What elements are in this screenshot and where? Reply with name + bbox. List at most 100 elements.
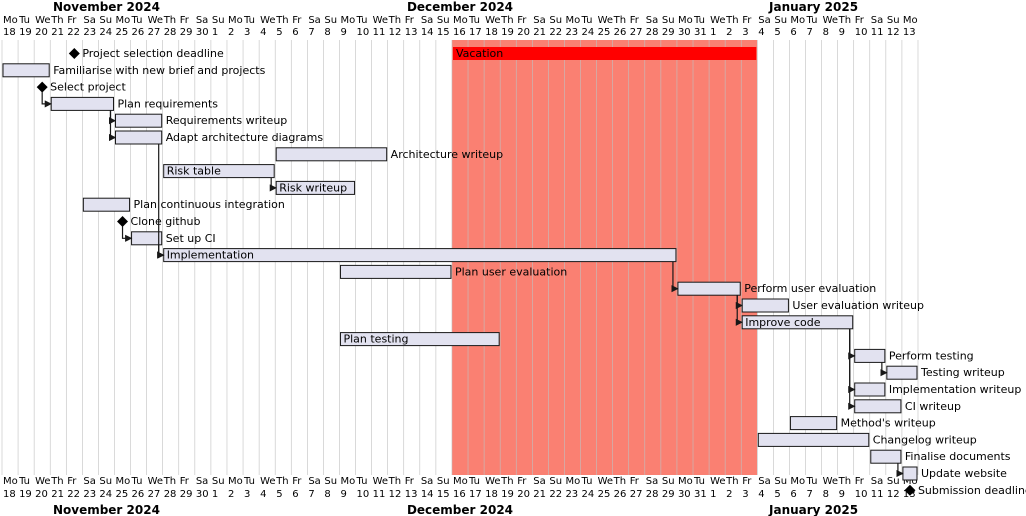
weekday-label: We: [823, 15, 838, 26]
task-bar: [114, 113, 163, 128]
weekday-label: Sa: [533, 15, 545, 26]
weekday-label: Sa: [308, 476, 320, 487]
weekday-label: Mo: [678, 476, 693, 487]
weekday-label: Mo: [903, 15, 918, 26]
weekday-label: We: [823, 476, 838, 487]
weekday-label: Th: [388, 476, 401, 487]
weekday-label: Tu: [131, 476, 143, 487]
day-number-label: 18: [3, 27, 16, 38]
day-number-label: 30: [196, 27, 209, 38]
day-number-label: 5: [774, 27, 780, 38]
weekday-label: Tu: [693, 476, 705, 487]
weekday-label: Mo: [790, 476, 805, 487]
day-number-label: 28: [164, 27, 177, 38]
day-number-label: 21: [51, 489, 64, 500]
weekday-label: Su: [887, 476, 900, 487]
task-label: User evaluation writeup: [792, 299, 924, 312]
weekday-label: Tu: [468, 15, 480, 26]
dependency-arrow: [121, 226, 133, 242]
task-bar: [163, 164, 275, 179]
day-number-label: 17: [469, 27, 482, 38]
weekday-label: Th: [613, 476, 626, 487]
day-number-label: 1: [212, 27, 218, 38]
task-bar: [275, 147, 388, 162]
day-number-label: 7: [807, 489, 813, 500]
weekday-label: Sa: [421, 476, 433, 487]
task-label: Method's writeup: [841, 417, 936, 430]
day-number-label: 9: [340, 489, 346, 500]
task-label: Perform user evaluation: [744, 282, 876, 295]
task-label: Architecture writeup: [391, 148, 503, 161]
day-number-label: 19: [19, 489, 32, 500]
weekday-label: Tu: [581, 476, 593, 487]
day-number-label: 18: [485, 27, 498, 38]
weekday-label: Mo: [115, 476, 130, 487]
task-label: Improve code: [745, 316, 820, 329]
weekday-label: Tu: [806, 476, 818, 487]
weekday-label: Fr: [517, 15, 527, 26]
task-label: Submission deadline: [918, 484, 1026, 497]
day-number-label: 1: [710, 27, 716, 38]
day-number-label: 26: [614, 489, 627, 500]
task-bar: [854, 348, 886, 363]
day-number-label: 21: [533, 27, 546, 38]
month-label-bottom: December 2024: [407, 503, 513, 516]
task-bar: [2, 63, 50, 78]
day-number-label: 21: [533, 489, 546, 500]
day-number-label: 26: [132, 27, 145, 38]
day-number-label: 16: [453, 27, 466, 38]
task-bar: [902, 466, 918, 481]
day-number-label: 8: [823, 489, 829, 500]
task-label: Clone github: [131, 215, 201, 228]
day-number-label: 5: [276, 27, 282, 38]
day-number-label: 30: [196, 489, 209, 500]
task-label: Adapt architecture diagrams: [166, 131, 324, 144]
dependency-arrow: [848, 328, 856, 410]
task-bar: [854, 382, 886, 397]
weekday-label: Mo: [565, 476, 580, 487]
milestone-marker: [36, 81, 48, 93]
weekday-label: Tu: [18, 15, 30, 26]
weekday-label: Fr: [855, 476, 865, 487]
day-number-label: 3: [742, 489, 748, 500]
day-number-label: 28: [164, 489, 177, 500]
day-number-label: 1: [212, 489, 218, 500]
weekday-label: Mo: [340, 15, 355, 26]
weekday-label: Fr: [67, 15, 77, 26]
dependency-arrow: [269, 177, 277, 192]
weekday-label: Sa: [646, 15, 658, 26]
weekday-label: Fr: [292, 15, 302, 26]
day-number-label: 15: [437, 27, 450, 38]
weekday-label: Mo: [453, 15, 468, 26]
day-number-label: 12: [389, 489, 402, 500]
weekday-label: Su: [887, 15, 900, 26]
day-number-label: 4: [260, 489, 266, 500]
weekday-label: Su: [437, 15, 450, 26]
task-label: Changelog writeup: [873, 433, 977, 446]
weekday-label: Sa: [871, 15, 883, 26]
day-number-label: 26: [614, 27, 627, 38]
task-bar: [677, 281, 741, 296]
weekday-label: Th: [50, 476, 63, 487]
day-number-label: 19: [19, 27, 32, 38]
day-number-label: 6: [292, 27, 298, 38]
weekday-label: Su: [774, 15, 787, 26]
weekday-label: Tu: [806, 15, 818, 26]
day-number-label: 29: [662, 27, 675, 38]
weekday-label: Mo: [453, 476, 468, 487]
weekday-label: We: [485, 476, 500, 487]
weekday-label: Su: [774, 476, 787, 487]
day-number-label: 8: [823, 27, 829, 38]
dependency-arrow: [157, 244, 165, 259]
task-bar: [741, 298, 789, 313]
day-number-label: 27: [630, 489, 643, 500]
weekday-label: Fr: [405, 15, 415, 26]
day-number-label: 10: [357, 489, 370, 500]
weekday-label: We: [35, 476, 50, 487]
weekday-label: Fr: [67, 476, 77, 487]
weekday-label: Fr: [180, 476, 190, 487]
month-label-top: November 2024: [53, 0, 160, 14]
day-number-label: 22: [549, 489, 562, 500]
weekday-label: Th: [275, 15, 288, 26]
day-number-label: 11: [871, 27, 884, 38]
